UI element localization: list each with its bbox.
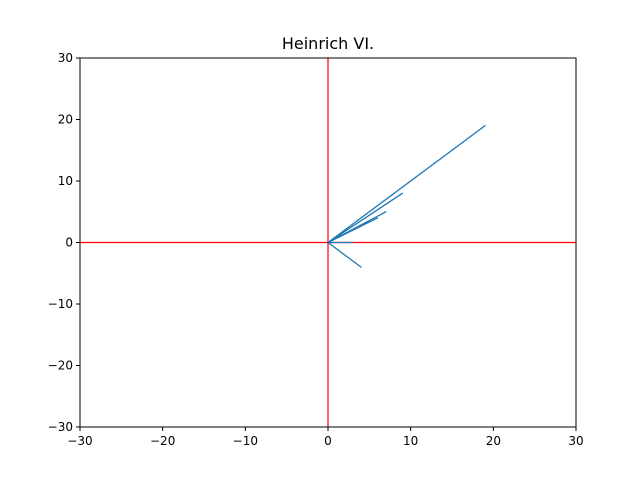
- y-tick-label: 0: [65, 236, 73, 250]
- y-tick-label: 10: [58, 174, 73, 188]
- x-tick-label: −30: [67, 434, 92, 448]
- series-line-0: [327, 125, 486, 268]
- x-tick-label: 10: [403, 434, 418, 448]
- x-tick-label: −20: [150, 434, 175, 448]
- x-tick-label: 20: [486, 434, 501, 448]
- y-tick-label: −10: [48, 297, 73, 311]
- y-tick-label: −30: [48, 420, 73, 434]
- x-tick-label: 0: [324, 434, 332, 448]
- x-tick-label: 30: [568, 434, 583, 448]
- y-tick-label: −20: [48, 359, 73, 373]
- y-tick-label: 20: [58, 113, 73, 127]
- x-tick-label: −10: [233, 434, 258, 448]
- plot-area: −30 −20 −10 0 10 20 30 −30 −20 −10 0 10 20 30: [48, 51, 584, 448]
- y-tick-label: 30: [58, 51, 73, 65]
- chart-title: Heinrich VI.: [282, 34, 374, 53]
